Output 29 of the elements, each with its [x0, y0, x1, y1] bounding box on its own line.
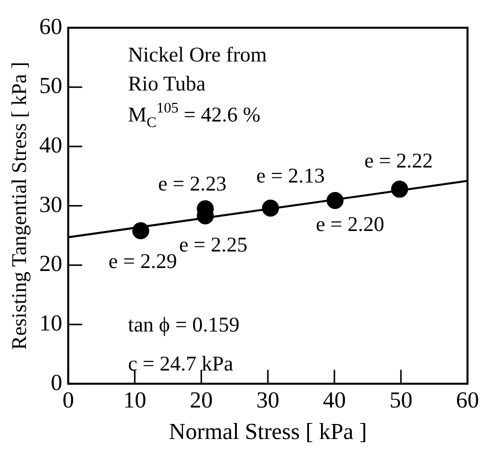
annotation: e = 2.13	[256, 164, 325, 188]
annotation: e = 2.20	[316, 212, 384, 236]
y-tick-label: 10	[39, 310, 62, 336]
y-axis-title: Resisting Tangential Stress [ kPa ]	[7, 62, 32, 350]
annotation: tan ϕ = 0.159	[128, 312, 240, 337]
annotation: e = 2.22	[364, 148, 433, 173]
annotation: Rio Tuba	[128, 72, 206, 96]
annotation: c = 24.7 kPa	[128, 352, 234, 376]
y-tick-label: 20	[39, 251, 62, 276]
x-axis-title: Normal Stress [ kPa ]	[168, 419, 367, 444]
y-tick-label: 0	[50, 370, 62, 395]
annotation: e = 2.25	[179, 232, 248, 256]
point	[326, 192, 344, 209]
x-tick-label: 10	[123, 388, 146, 413]
y-tick-label: 50	[39, 73, 62, 98]
annotation: e = 2.29	[108, 249, 177, 274]
x-tick-label: 60	[456, 388, 479, 413]
y-tick-label: 30	[39, 192, 62, 217]
y-tick-label: 40	[39, 132, 62, 158]
annotation: Nickel Ore from	[128, 42, 267, 67]
point	[262, 200, 280, 217]
x-tick-label: 50	[389, 388, 412, 413]
annotation: e = 2.23	[158, 171, 227, 196]
x-tick-label: 20	[190, 388, 213, 413]
x-tick-label: 30	[256, 388, 280, 413]
y-tick-label: 60	[39, 14, 62, 39]
point	[391, 180, 408, 198]
x-tick-label: 40	[322, 388, 346, 413]
point	[132, 222, 150, 240]
